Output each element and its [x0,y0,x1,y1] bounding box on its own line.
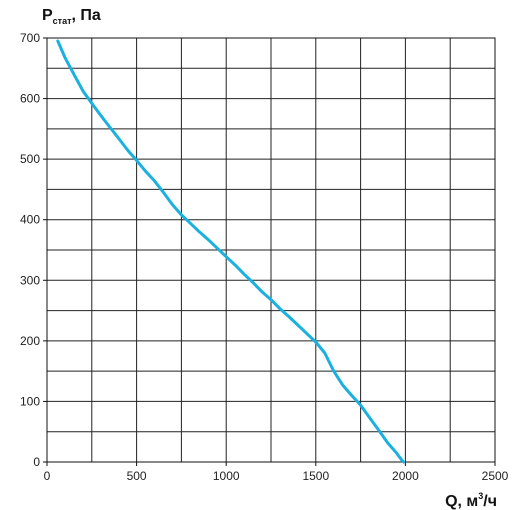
y-tick-label: 500 [20,152,40,166]
chart-grid [47,38,495,462]
y-axis-title-main: P [42,7,53,24]
x-tick-label: 500 [127,469,147,483]
x-axis-title-main: Q, м [445,493,478,510]
x-tick-label: 1500 [302,469,329,483]
y-tick-label: 100 [20,394,40,408]
y-tick-label: 600 [20,92,40,106]
x-tick-label: 2500 [482,469,509,483]
y-tick-label: 200 [20,334,40,348]
x-axis-title: Q, м3/ч [445,491,497,510]
series-layer [56,39,406,464]
y-axis-title: Pстат, Па [42,7,101,26]
x-tick-label: 2000 [392,469,419,483]
y-axis-title-suffix: , Па [72,7,101,24]
plot-frame [46,37,496,463]
y-tick-label: 300 [20,273,40,287]
y-tick-label: 0 [33,455,40,469]
x-tick-label: 0 [44,469,51,483]
x-axis-title-superscript: 3 [478,491,483,501]
x-axis-ticks: 0 500 1000 1500 2000 2500 [44,462,509,483]
y-tick-label: 400 [20,213,40,227]
y-tick-label: 700 [20,31,40,45]
series-line [56,39,406,464]
y-axis-title-subscript: стат [53,16,72,26]
x-tick-label: 1000 [213,469,240,483]
x-axis-title-suffix: /ч [483,493,497,510]
y-axis-ticks: 0 100 200 300 400 500 600 700 [20,31,47,469]
